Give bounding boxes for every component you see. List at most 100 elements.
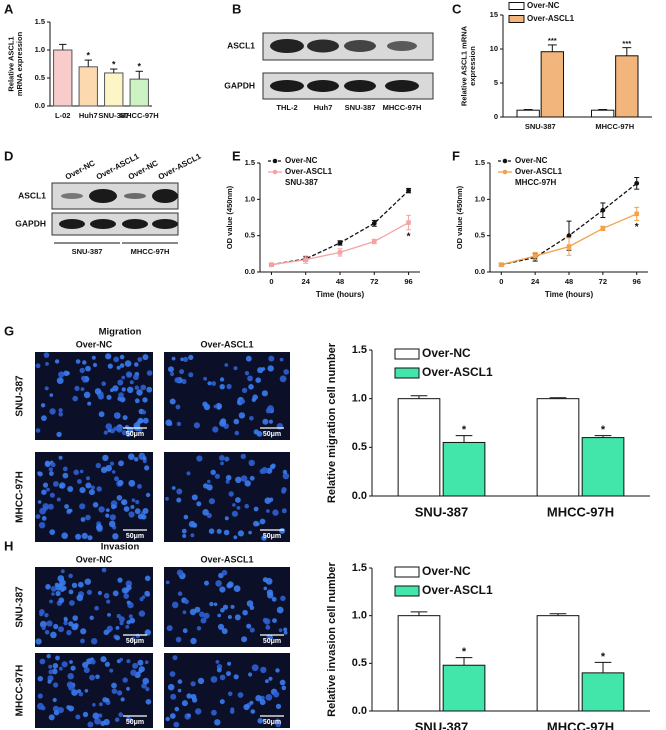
cell-nucleus [122, 677, 128, 683]
cell-nucleus [268, 355, 275, 362]
cell-nucleus [272, 618, 277, 623]
cell-nucleus [63, 370, 69, 377]
cell-nucleus [237, 530, 244, 537]
cell-nucleus [49, 529, 56, 535]
point [498, 262, 504, 268]
group-label: SNU-387 [72, 247, 103, 256]
x-tick-label: 0 [499, 277, 503, 286]
cell-nucleus [184, 599, 190, 605]
cell-nucleus [48, 467, 53, 472]
x-tick-label: 48 [565, 277, 573, 286]
x-tick-label: L-02 [55, 111, 70, 120]
cell-nucleus [74, 385, 80, 391]
micrograph: 50μm [35, 452, 153, 542]
lane-label: Over-ASCL1 [157, 151, 203, 181]
cell-nucleus [82, 360, 87, 365]
cell-nucleus [66, 629, 72, 636]
cell-nucleus [49, 492, 56, 498]
cell-nucleus [51, 592, 55, 596]
y-tick-label: 1.0 [352, 393, 367, 405]
cell-nucleus [169, 671, 176, 677]
cell-nucleus [37, 471, 43, 477]
cell-nucleus [140, 384, 147, 391]
x-tick-label: SNU-387 [415, 719, 468, 730]
band [344, 80, 376, 92]
cell-nucleus [265, 577, 273, 585]
cell-nucleus [214, 473, 220, 479]
cell-nucleus [235, 497, 241, 503]
cell-nucleus [210, 676, 218, 683]
cell-nucleus [209, 601, 214, 607]
band [387, 41, 417, 51]
cell-nucleus [58, 666, 63, 671]
cell-nucleus [242, 609, 248, 616]
cell-nucleus [144, 575, 151, 582]
cell-nucleus [233, 585, 241, 592]
cell-nucleus [111, 682, 117, 689]
micrograph: 50μm [35, 352, 153, 440]
cell-nucleus [91, 638, 98, 645]
cell-nucleus [119, 621, 124, 626]
cell-nucleus [141, 683, 147, 689]
legend-label: Over-ASCL1 [515, 167, 563, 176]
cell-nucleus [196, 455, 203, 462]
cell-nucleus [98, 506, 105, 513]
cell-nucleus [276, 606, 284, 614]
cell-nucleus [117, 479, 124, 486]
cell-nucleus [247, 375, 253, 382]
bar [53, 49, 73, 107]
cell-nucleus [244, 503, 249, 509]
cell-nucleus [138, 610, 146, 617]
y-tick-label: 1.5 [475, 158, 485, 167]
cell-nucleus [119, 657, 123, 662]
cell-nucleus [79, 367, 85, 374]
cell-nucleus [53, 682, 59, 688]
legend-label: Over-NC [285, 156, 318, 165]
cell-nucleus [109, 461, 115, 466]
legend-marker [502, 158, 508, 164]
scale-bar-label: 50μm [126, 431, 144, 438]
cell-nucleus [249, 627, 255, 633]
cell-nucleus [182, 610, 187, 615]
cell-nucleus [261, 390, 268, 397]
cell-nucleus [134, 457, 139, 462]
point [532, 253, 538, 259]
cell-nucleus [165, 496, 169, 501]
cell-nucleus [121, 499, 128, 506]
point [600, 226, 606, 231]
cell-nucleus [259, 699, 266, 706]
cell-nucleus [45, 362, 49, 366]
legend-label: Over-NC [515, 156, 548, 165]
significance: * [112, 59, 116, 69]
cell-nucleus [174, 377, 180, 383]
point [634, 180, 640, 186]
cell-nucleus [233, 366, 238, 371]
x-tick-label: SNU-387 [98, 111, 129, 120]
y-tick-label: 0.0 [245, 267, 255, 276]
cell-nucleus [129, 380, 134, 385]
legend-label: Over-ASCL1 [422, 365, 493, 379]
legend-marker [502, 169, 508, 175]
cell-nucleus [92, 502, 99, 508]
lane-label: MHCC-97H [383, 103, 422, 112]
cell-nucleus [232, 503, 236, 507]
cell-nucleus [268, 419, 273, 424]
y-tick-label: 0.5 [352, 657, 367, 669]
cell-nucleus [240, 399, 246, 404]
panel-label: A [4, 1, 14, 16]
y-tick-label: 1.5 [245, 158, 255, 167]
cell-nucleus [123, 593, 129, 599]
cell-nucleus [236, 506, 241, 510]
cell-nucleus [179, 369, 185, 375]
cell-nucleus [233, 674, 239, 680]
cell-nucleus [71, 689, 78, 696]
cell-nucleus [69, 660, 73, 664]
column-label: Over-ASCL1 [200, 339, 253, 349]
cell-nucleus [215, 660, 220, 664]
cell-nucleus [75, 533, 82, 540]
panel-label: G [4, 323, 14, 338]
cell-nucleus [76, 594, 84, 602]
cell-nucleus [253, 429, 259, 435]
cell-nucleus [224, 516, 229, 521]
bar [536, 615, 580, 712]
